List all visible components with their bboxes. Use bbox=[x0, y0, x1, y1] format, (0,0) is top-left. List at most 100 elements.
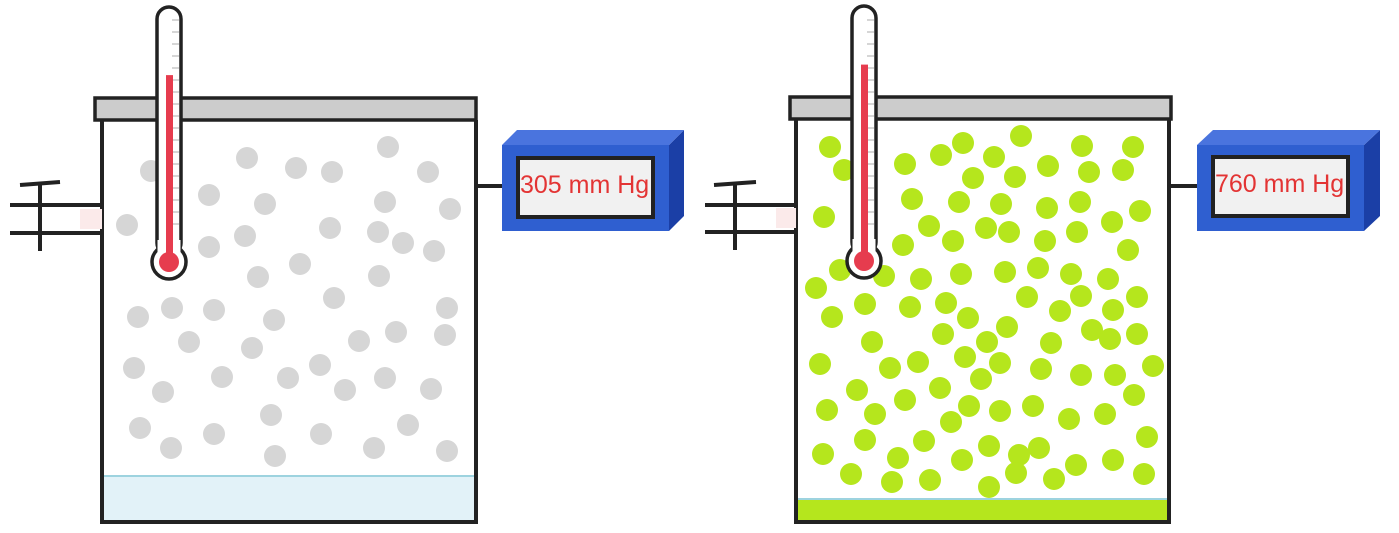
right-liquid bbox=[798, 499, 1168, 521]
right-lid bbox=[788, 95, 1173, 121]
left-molecule bbox=[439, 198, 461, 220]
left-molecule bbox=[116, 214, 138, 236]
left-molecule bbox=[319, 217, 341, 239]
left-molecule bbox=[152, 381, 174, 403]
right-molecule bbox=[854, 429, 876, 451]
right-molecule bbox=[840, 463, 862, 485]
left-molecules bbox=[116, 136, 461, 467]
right-molecule bbox=[976, 331, 998, 353]
right-molecule bbox=[1081, 319, 1103, 341]
left-container-walls bbox=[100, 120, 478, 524]
right-molecule bbox=[1005, 462, 1027, 484]
left-thermometer-mercury bbox=[166, 75, 173, 257]
right-molecule bbox=[805, 277, 827, 299]
right-molecule bbox=[913, 430, 935, 452]
left-molecule bbox=[211, 366, 233, 388]
left-molecule bbox=[198, 236, 220, 258]
right-molecule bbox=[907, 351, 929, 373]
right-molecule bbox=[919, 469, 941, 491]
right-molecule bbox=[1122, 136, 1144, 158]
right-molecule bbox=[990, 193, 1012, 215]
left-molecule bbox=[374, 191, 396, 213]
right-molecule bbox=[962, 167, 984, 189]
right-molecule bbox=[1034, 230, 1056, 252]
right-molecule bbox=[1069, 191, 1091, 213]
right-molecule bbox=[1126, 286, 1148, 308]
left-molecule bbox=[127, 306, 149, 328]
right-molecule bbox=[861, 331, 883, 353]
left-molecule bbox=[363, 437, 385, 459]
right-molecule bbox=[910, 268, 932, 290]
right-molecule bbox=[996, 316, 1018, 338]
right-molecule bbox=[1060, 263, 1082, 285]
right-molecule bbox=[989, 400, 1011, 422]
left-molecule bbox=[264, 445, 286, 467]
right-molecule bbox=[894, 389, 916, 411]
right-molecule bbox=[1022, 395, 1044, 417]
left-molecule bbox=[129, 417, 151, 439]
right-molecule bbox=[1016, 286, 1038, 308]
left-molecule bbox=[397, 414, 419, 436]
right-molecule bbox=[1117, 239, 1139, 261]
right-molecule bbox=[1104, 364, 1126, 386]
right-molecule bbox=[930, 144, 952, 166]
left-molecule bbox=[385, 321, 407, 343]
left-pressure-reading: 305 mm Hg bbox=[520, 171, 649, 199]
right-molecule bbox=[879, 357, 901, 379]
left-molecule bbox=[368, 265, 390, 287]
left-molecule bbox=[247, 266, 269, 288]
left-molecule bbox=[203, 423, 225, 445]
right-molecule bbox=[821, 306, 843, 328]
left-liquid bbox=[103, 476, 475, 521]
right-molecule bbox=[1070, 364, 1092, 386]
right-molecule bbox=[940, 411, 962, 433]
right-molecule bbox=[1004, 166, 1026, 188]
right-valve bbox=[705, 180, 796, 250]
right-molecule bbox=[1040, 332, 1062, 354]
right-molecule bbox=[819, 136, 841, 158]
left-molecule bbox=[423, 240, 445, 262]
left-molecule bbox=[277, 367, 299, 389]
right-molecule bbox=[1099, 328, 1121, 350]
left-molecule bbox=[434, 324, 456, 346]
right-molecule bbox=[1030, 358, 1052, 380]
right-molecule bbox=[813, 206, 835, 228]
left-gauge-screen bbox=[516, 156, 655, 219]
left-molecule bbox=[348, 330, 370, 352]
right-molecule bbox=[1010, 125, 1032, 147]
right-molecule bbox=[1065, 454, 1087, 476]
right-container-walls bbox=[794, 120, 1171, 524]
right-molecule bbox=[948, 191, 970, 213]
right-molecule bbox=[1078, 161, 1100, 183]
left-molecule bbox=[236, 147, 258, 169]
right-molecule bbox=[1070, 285, 1092, 307]
right-molecule bbox=[1037, 155, 1059, 177]
left-molecule bbox=[367, 221, 389, 243]
right-molecule bbox=[1133, 463, 1155, 485]
right-molecule bbox=[894, 153, 916, 175]
right-molecule bbox=[951, 449, 973, 471]
right-thermometer-bulb bbox=[854, 251, 874, 271]
right-molecule bbox=[1036, 197, 1058, 219]
right-molecule bbox=[1102, 449, 1124, 471]
right-molecule bbox=[1102, 299, 1124, 321]
right-molecule bbox=[1008, 444, 1030, 466]
right-molecule bbox=[846, 379, 868, 401]
left-molecule bbox=[321, 161, 343, 183]
right-molecule bbox=[812, 443, 834, 465]
right-molecule bbox=[1142, 355, 1164, 377]
right-pressure-reading: 760 mm Hg bbox=[1215, 170, 1344, 198]
right-molecule bbox=[1027, 257, 1049, 279]
right-molecule bbox=[1049, 300, 1071, 322]
right-molecule bbox=[989, 352, 1011, 374]
right-container bbox=[705, 95, 1199, 524]
right-molecule bbox=[950, 263, 972, 285]
right-molecule bbox=[1136, 426, 1158, 448]
left-molecule bbox=[436, 297, 458, 319]
right-molecule bbox=[854, 293, 876, 315]
right-molecule bbox=[816, 399, 838, 421]
right-molecule bbox=[887, 447, 909, 469]
left-molecule bbox=[377, 136, 399, 158]
right-molecule bbox=[978, 435, 1000, 457]
